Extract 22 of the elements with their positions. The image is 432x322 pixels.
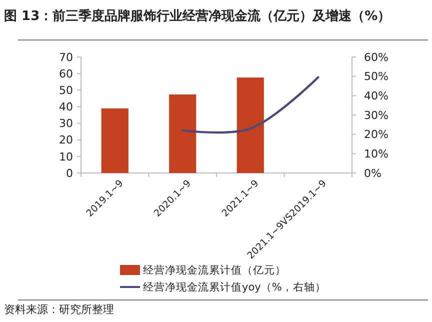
y2-tick-label: 50%: [364, 70, 388, 84]
y-tick-label: 30: [59, 117, 73, 130]
bar: [169, 94, 196, 173]
y2-tick-label: 10%: [364, 148, 388, 161]
bar: [101, 108, 128, 173]
legend-label: 经营净现金流累计值yoy（%，右轴）: [143, 280, 326, 294]
y-tick-label: 60: [59, 67, 73, 80]
text: 资料来源：研究所整理: [4, 303, 114, 316]
y-tick-label: 0: [66, 166, 73, 180]
y-tick-label: 50: [59, 84, 73, 97]
bar: [236, 78, 264, 173]
y2-tick-label: 60%: [364, 50, 388, 64]
y2-tick-label: 40%: [364, 90, 388, 103]
y-tick-label: 10: [59, 150, 73, 164]
y-tick-label: 40: [59, 100, 73, 114]
y2-tick-label: 30%: [364, 108, 388, 122]
legend-label: 经营净现金流累计值（亿元）: [143, 264, 286, 277]
y2-tick-label: 20%: [364, 128, 388, 142]
y-tick-label: 20: [59, 134, 73, 147]
y2-tick-label: 0%: [364, 166, 382, 180]
chart-title: 图 13：前三季度品牌服饰行业经营净现金流（亿元）及增速（%）: [4, 8, 391, 24]
y-tick-label: 70: [59, 50, 73, 64]
